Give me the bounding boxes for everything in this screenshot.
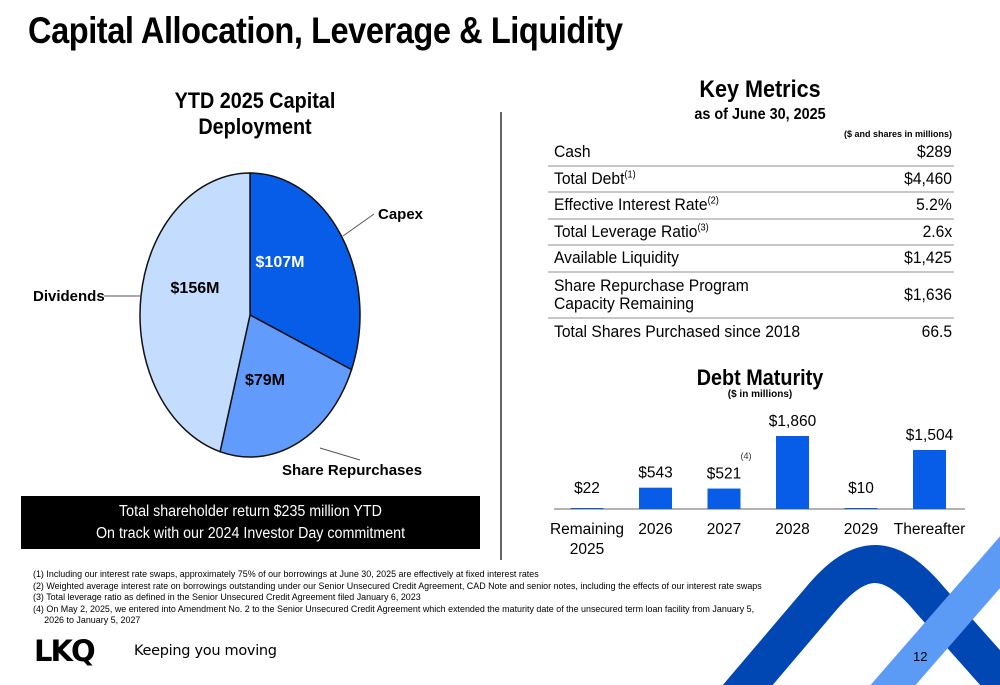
pie-value-label: $156M [171, 280, 220, 297]
brand-tagline: Keeping you moving [134, 643, 277, 659]
x-tick-label: Thereafter [894, 521, 966, 538]
bar-value-label: $1,504 [906, 427, 954, 444]
pie-callout-line [342, 213, 375, 237]
metric-value: $1,636 [904, 284, 952, 304]
pie-category-label: Capex [378, 206, 424, 223]
pie-value-label: $79M [245, 372, 285, 389]
key-metrics-title: Key Metrics [699, 76, 821, 103]
bar-2027 [707, 488, 741, 509]
banner-line-2: On track with our 2024 Investor Day comm… [95, 525, 406, 542]
pie-slice-share-repurchases [219, 313, 353, 458]
metric-label: Total Shares Purchased since 2018 [554, 321, 801, 341]
bar-value-label: $10 [848, 480, 874, 497]
metric-row-total-debt: Total Debt(1) $4,460 [548, 167, 954, 193]
metric-label: Available Liquidity [554, 248, 679, 268]
x-tick-label: Remaining [550, 521, 624, 538]
metric-label: Cash [554, 142, 591, 162]
bar-remaining-2025 [570, 508, 604, 509]
bar-value-label: $1,860 [769, 413, 817, 430]
page-title: Capital Allocation, Leverage & Liquidity [28, 10, 623, 51]
metric-value: $4,460 [904, 168, 952, 188]
banner-line-1: Total shareholder return $235 million YT… [119, 503, 382, 520]
metric-row-total-shares-purchased: Total Shares Purchased since 2018 66.5 [548, 319, 954, 346]
footnote-ref: (2) [707, 195, 719, 207]
key-metrics-table: Cash $289 Total Debt(1) $4,460 Effective… [548, 140, 954, 345]
vertical-divider [500, 112, 502, 560]
debt-maturity-bar-chart: $22 Remaining 2025 $543 2026 $521 2027 $1,860 20… [550, 413, 966, 558]
x-tick-label: 2027 [707, 521, 741, 538]
metric-row-cash: Cash $289 [548, 140, 954, 167]
metric-label: Total Leverage Ratio(3) [554, 221, 709, 241]
metric-label: Share Repurchase Program Capacity Remaini… [554, 275, 749, 313]
lkq-logo: LKQ [34, 634, 96, 668]
key-metrics-subtitle: as of June 30, 2025 [694, 106, 826, 123]
metric-label: Effective Interest Rate(2) [554, 195, 719, 215]
pie-value-label: $107M [256, 254, 305, 271]
metric-value: 2.6x [922, 221, 952, 241]
footnote-4: (4) On May 2, 2025, we entered into Amen… [33, 603, 755, 615]
footnote-ref: (3) [697, 222, 709, 234]
capital-deployment-pie-chart: $107M Capex $79M Share Repurchases $156M Divi… [33, 172, 424, 479]
bar-2029 [844, 508, 878, 509]
metric-value: $1,425 [904, 248, 952, 268]
pie-chart-title: YTD 2025 Capital Deployment [174, 88, 336, 139]
metric-row-available-liquidity: Available Liquidity $1,425 [548, 246, 954, 273]
shareholder-return-banner: Total shareholder return $235 million YT… [21, 496, 480, 549]
x-tick-label: 2025 [570, 541, 604, 558]
footnote-annotation: (4) [741, 451, 752, 461]
page-number: 12 [913, 649, 928, 664]
footnote-3: (3) Total leverage ratio as defined in t… [33, 592, 421, 604]
metric-label: Total Debt(1) [554, 168, 636, 188]
pie-category-label: Share Repurchases [282, 462, 422, 479]
footnote-4-continued: 2026 to January 5, 2027 [44, 615, 141, 627]
pie-slice-capex [249, 172, 361, 371]
dark-blue-arc-stroke [722, 545, 1000, 685]
bar-2026 [639, 487, 672, 509]
footnotes: (1) Including our interest rate swaps, a… [33, 569, 793, 627]
metric-row-effective-interest-rate: Effective Interest Rate(2) 5.2% [548, 193, 954, 220]
metric-row-share-repurchase-capacity: Share Repurchase Program Capacity Remaini… [548, 273, 954, 319]
pie-category-label: Dividends [33, 288, 105, 305]
key-metrics-units: ($ and shares in millions) [843, 129, 952, 139]
pie-slice-dividends [139, 172, 251, 453]
bar-2028 [776, 436, 809, 509]
bar-thereafter [913, 449, 946, 509]
bar-value-label: $22 [574, 480, 600, 497]
metric-value: 66.5 [921, 321, 952, 341]
metric-value: $289 [917, 142, 952, 162]
pie-callout-line [319, 447, 361, 461]
x-tick-label: 2026 [638, 521, 672, 538]
x-tick-label: 2028 [775, 521, 809, 538]
x-tick-label: 2029 [844, 521, 878, 538]
footnote-2: (2) Weighted average interest rate on bo… [33, 580, 762, 592]
bar-value-label: $543 [638, 465, 672, 482]
footnote-1: (1) Including our interest rate swaps, a… [33, 569, 539, 580]
debt-maturity-title: Debt Maturity [696, 365, 824, 390]
light-blue-band [870, 536, 1000, 685]
bar-value-label: $521 [707, 466, 741, 483]
debt-maturity-subtitle: ($ in millions) [727, 389, 793, 400]
footnote-ref: (1) [624, 169, 636, 181]
metric-row-total-leverage-ratio: Total Leverage Ratio(3) 2.6x [548, 220, 954, 246]
metric-value: 5.2% [916, 195, 952, 215]
